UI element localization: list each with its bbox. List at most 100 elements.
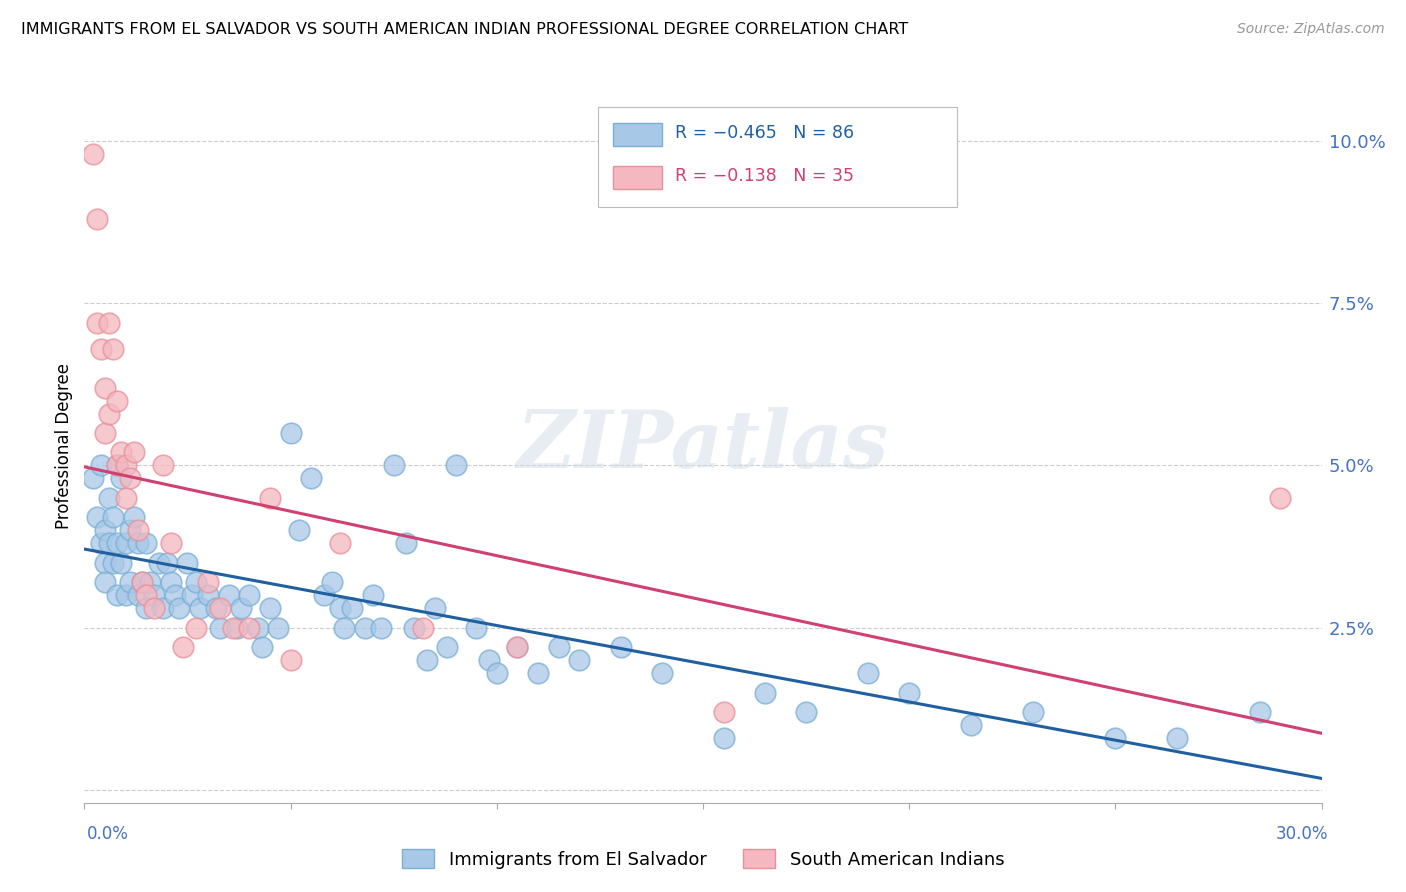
Point xyxy=(197,588,219,602)
Point xyxy=(165,588,187,602)
Point xyxy=(156,556,179,570)
Point xyxy=(105,536,128,550)
Point xyxy=(98,407,121,421)
Point xyxy=(259,491,281,505)
Point xyxy=(238,621,260,635)
Point xyxy=(148,556,170,570)
Point xyxy=(135,536,157,550)
Point xyxy=(651,666,673,681)
Point xyxy=(226,621,249,635)
Point xyxy=(382,458,405,473)
Point xyxy=(960,718,983,732)
Point xyxy=(94,425,117,440)
Point xyxy=(105,393,128,408)
Point xyxy=(127,524,149,538)
Point xyxy=(238,588,260,602)
Point xyxy=(361,588,384,602)
Point xyxy=(152,601,174,615)
Point xyxy=(713,705,735,719)
Point xyxy=(209,601,232,615)
Point xyxy=(280,653,302,667)
Point xyxy=(856,666,879,681)
Point xyxy=(103,342,125,356)
Point xyxy=(122,510,145,524)
Point xyxy=(122,445,145,459)
Point xyxy=(184,575,207,590)
Point xyxy=(86,510,108,524)
Point xyxy=(280,425,302,440)
FancyBboxPatch shape xyxy=(598,107,956,207)
Point xyxy=(1022,705,1045,719)
Point xyxy=(267,621,290,635)
Point xyxy=(98,316,121,330)
Point xyxy=(167,601,190,615)
Point xyxy=(160,575,183,590)
Point xyxy=(436,640,458,654)
Point xyxy=(86,211,108,226)
Point xyxy=(288,524,311,538)
Point xyxy=(1166,731,1188,745)
Text: R = −0.465   N = 86: R = −0.465 N = 86 xyxy=(675,125,853,143)
Point xyxy=(184,621,207,635)
Point xyxy=(110,556,132,570)
Point xyxy=(527,666,550,681)
Point xyxy=(1249,705,1271,719)
Point xyxy=(205,601,228,615)
Point xyxy=(152,458,174,473)
Point xyxy=(105,458,128,473)
Point xyxy=(94,556,117,570)
Point xyxy=(127,536,149,550)
FancyBboxPatch shape xyxy=(613,123,662,146)
Text: Source: ZipAtlas.com: Source: ZipAtlas.com xyxy=(1237,22,1385,37)
Point xyxy=(118,524,141,538)
Point xyxy=(114,458,136,473)
Point xyxy=(105,588,128,602)
Point xyxy=(188,601,211,615)
Point xyxy=(404,621,426,635)
Point xyxy=(90,342,112,356)
Point xyxy=(94,524,117,538)
Point xyxy=(609,640,631,654)
Point xyxy=(180,588,202,602)
Point xyxy=(395,536,418,550)
Point xyxy=(197,575,219,590)
Point xyxy=(114,491,136,505)
Point xyxy=(94,381,117,395)
Point xyxy=(110,471,132,485)
Point xyxy=(246,621,269,635)
Point xyxy=(259,601,281,615)
Point xyxy=(329,601,352,615)
Point xyxy=(485,666,508,681)
Point xyxy=(1104,731,1126,745)
Point xyxy=(218,588,240,602)
Point xyxy=(898,685,921,699)
Point xyxy=(110,445,132,459)
Text: 30.0%: 30.0% xyxy=(1277,825,1329,843)
Point xyxy=(547,640,569,654)
Point xyxy=(1270,491,1292,505)
Point xyxy=(423,601,446,615)
FancyBboxPatch shape xyxy=(613,166,662,189)
Point xyxy=(105,458,128,473)
Point xyxy=(713,731,735,745)
Point xyxy=(86,316,108,330)
Point xyxy=(114,536,136,550)
Point xyxy=(82,471,104,485)
Point xyxy=(229,601,252,615)
Point xyxy=(465,621,488,635)
Point xyxy=(94,575,117,590)
Text: R = −0.138   N = 35: R = −0.138 N = 35 xyxy=(675,168,853,186)
Point xyxy=(90,536,112,550)
Point xyxy=(139,575,162,590)
Text: IMMIGRANTS FROM EL SALVADOR VS SOUTH AMERICAN INDIAN PROFESSIONAL DEGREE CORRELA: IMMIGRANTS FROM EL SALVADOR VS SOUTH AME… xyxy=(21,22,908,37)
Text: 0.0%: 0.0% xyxy=(87,825,129,843)
Point xyxy=(415,653,437,667)
Point xyxy=(176,556,198,570)
Point xyxy=(333,621,356,635)
Text: ZIPatlas: ZIPatlas xyxy=(517,408,889,484)
Point xyxy=(114,588,136,602)
Point xyxy=(143,601,166,615)
Y-axis label: Professional Degree: Professional Degree xyxy=(55,363,73,529)
Point xyxy=(209,621,232,635)
Point xyxy=(353,621,375,635)
